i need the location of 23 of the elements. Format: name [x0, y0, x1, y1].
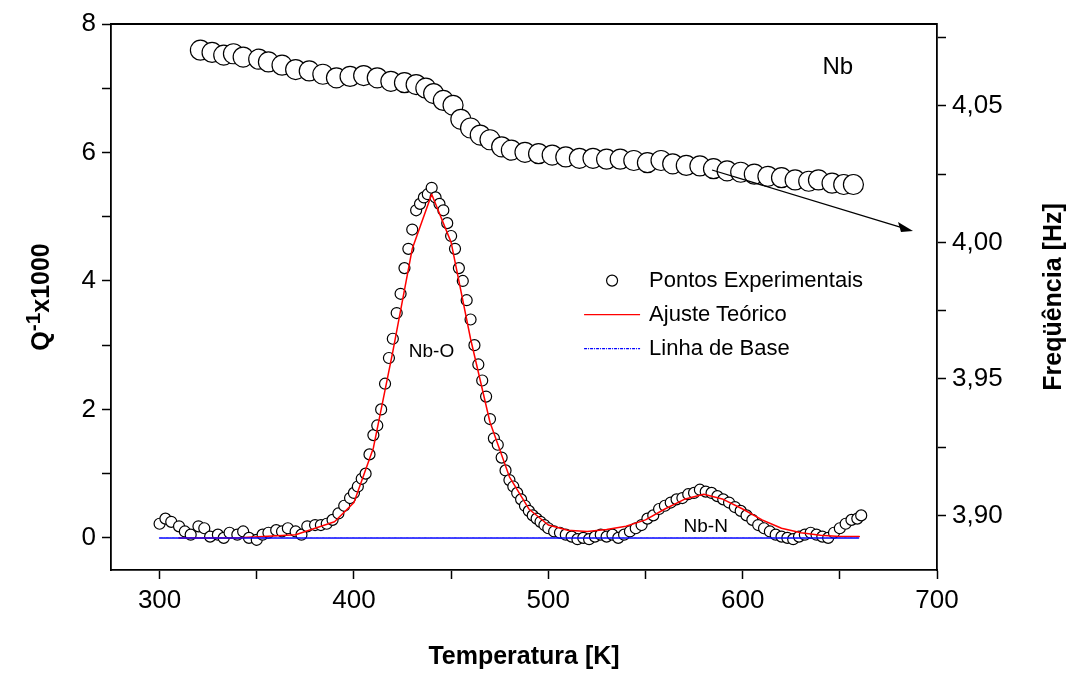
x-tick-label: 300 — [137, 583, 182, 614]
annotation: Nb — [822, 52, 854, 80]
y2-axis-title: Freqüência [Hz] — [1037, 203, 1067, 391]
annotation: Nb-N — [683, 515, 728, 537]
legend-label: Ajuste Teórico — [649, 300, 787, 326]
y-tick-label: 6 — [81, 135, 96, 166]
x-tick-label: 700 — [915, 583, 959, 614]
y2-tick-label: 4,05 — [952, 89, 1003, 120]
annotation: Nb-O — [408, 339, 455, 361]
y-tick-label: 0 — [81, 521, 96, 552]
y2-tick-label: 4,00 — [952, 225, 1003, 256]
legend-label: Linha de Base — [649, 334, 790, 360]
x-tick-label: 400 — [332, 583, 376, 614]
x-tick-label: 600 — [720, 583, 765, 614]
x-axis-title: Temperatura [K] — [428, 640, 620, 670]
legend-label: Pontos Experimentais — [649, 266, 864, 292]
y-tick-label: 8 — [81, 7, 96, 38]
x-tick-label: 500 — [526, 583, 570, 614]
y-tick-label: 2 — [81, 392, 96, 423]
y2-tick-label: 3,95 — [952, 362, 1003, 393]
y2-tick-label: 3,90 — [952, 498, 1003, 529]
point — [842, 173, 865, 196]
y-tick-label: 4 — [81, 264, 96, 295]
